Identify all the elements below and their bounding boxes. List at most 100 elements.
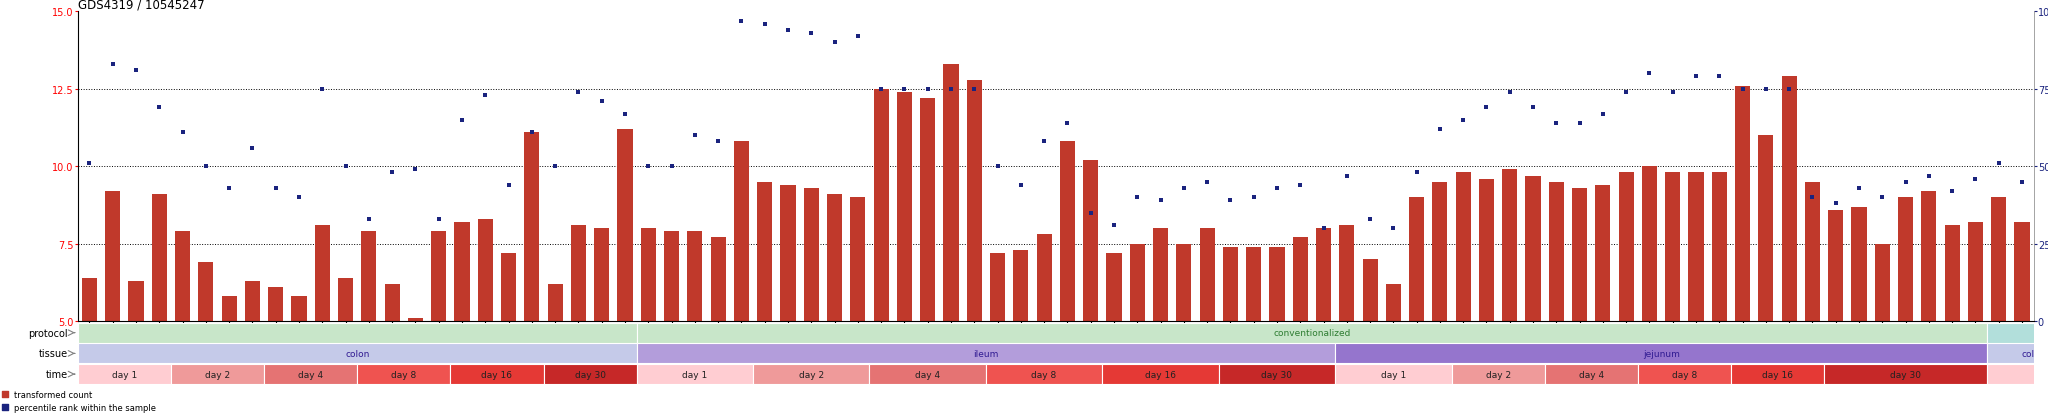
Bar: [733, 142, 750, 321]
Text: day 4: day 4: [299, 370, 324, 379]
Text: day 8: day 8: [391, 370, 416, 379]
Bar: [1851, 207, 1866, 321]
Point: [1726, 86, 1759, 93]
Bar: [2015, 223, 2030, 321]
Point: [864, 86, 897, 93]
Bar: [1688, 173, 1704, 321]
Point: [1819, 201, 1851, 207]
Bar: [850, 198, 866, 321]
Bar: [1991, 198, 2007, 321]
Point: [1401, 170, 1434, 176]
Bar: [641, 229, 655, 321]
Bar: [1456, 173, 1470, 321]
Text: day 4: day 4: [915, 370, 940, 379]
Bar: [221, 297, 238, 321]
Bar: [315, 225, 330, 321]
Bar: [967, 81, 981, 321]
Bar: [1735, 87, 1751, 321]
Point: [352, 216, 385, 223]
Point: [283, 195, 315, 201]
Bar: [1452, 364, 1544, 384]
Point: [1004, 182, 1036, 189]
Bar: [1829, 210, 1843, 321]
Text: day 30: day 30: [575, 370, 606, 379]
Text: day 2: day 2: [799, 370, 823, 379]
Point: [178, 343, 211, 349]
Point: [817, 40, 850, 47]
Point: [330, 164, 362, 170]
Point: [1888, 179, 1921, 185]
Point: [1632, 71, 1665, 78]
Point: [1587, 111, 1620, 118]
Point: [934, 86, 967, 93]
Point: [1190, 179, 1223, 185]
Bar: [1130, 244, 1145, 321]
Text: transformed count: transformed count: [14, 390, 92, 399]
Bar: [754, 364, 870, 384]
Bar: [616, 130, 633, 321]
Point: [1331, 173, 1364, 179]
Bar: [451, 364, 543, 384]
Bar: [524, 133, 539, 321]
Text: protocol: protocol: [29, 328, 68, 338]
Bar: [199, 263, 213, 321]
Point: [1423, 126, 1456, 133]
Bar: [1036, 235, 1053, 321]
Bar: [1335, 344, 1987, 363]
Bar: [637, 344, 1335, 363]
Bar: [594, 229, 608, 321]
Point: [1610, 89, 1642, 96]
Bar: [152, 195, 166, 321]
Bar: [1921, 192, 1937, 321]
Bar: [711, 238, 725, 321]
Text: day 2: day 2: [1485, 370, 1511, 379]
Bar: [129, 281, 143, 321]
Point: [1167, 185, 1200, 192]
Bar: [1573, 188, 1587, 321]
Bar: [78, 344, 637, 363]
Bar: [1223, 247, 1237, 321]
Bar: [1503, 170, 1518, 321]
Bar: [432, 232, 446, 321]
Point: [492, 182, 524, 189]
Bar: [1946, 225, 1960, 321]
Point: [469, 93, 502, 99]
Point: [305, 86, 338, 93]
Bar: [1548, 182, 1565, 321]
Bar: [1618, 173, 1634, 321]
Bar: [360, 232, 377, 321]
Text: day 2: day 2: [205, 370, 229, 379]
Point: [1960, 176, 1993, 183]
Bar: [264, 364, 356, 384]
Text: tissue: tissue: [39, 349, 68, 358]
Point: [1935, 188, 1968, 195]
Bar: [1432, 182, 1448, 321]
Text: day 1: day 1: [682, 370, 707, 379]
Bar: [989, 253, 1006, 321]
Point: [1284, 182, 1317, 189]
Bar: [1153, 229, 1167, 321]
Bar: [1102, 364, 1219, 384]
Bar: [78, 364, 170, 384]
Point: [1774, 86, 1806, 93]
Bar: [291, 297, 307, 321]
Point: [375, 170, 408, 176]
Bar: [338, 278, 352, 321]
Point: [516, 130, 549, 136]
Point: [795, 31, 827, 37]
Bar: [1595, 185, 1610, 321]
Point: [702, 139, 735, 145]
Bar: [985, 364, 1102, 384]
Text: day 1: day 1: [1380, 370, 1407, 379]
Bar: [1386, 284, 1401, 321]
Text: day 16: day 16: [1761, 370, 1794, 379]
Point: [889, 86, 922, 93]
Bar: [571, 225, 586, 321]
Point: [633, 164, 666, 170]
Point: [96, 62, 129, 68]
Bar: [1968, 223, 1982, 321]
Bar: [688, 232, 702, 321]
Text: percentile rank within the sample: percentile rank within the sample: [14, 403, 156, 412]
Bar: [1339, 225, 1354, 321]
Text: conventionalized: conventionalized: [1274, 328, 1350, 337]
